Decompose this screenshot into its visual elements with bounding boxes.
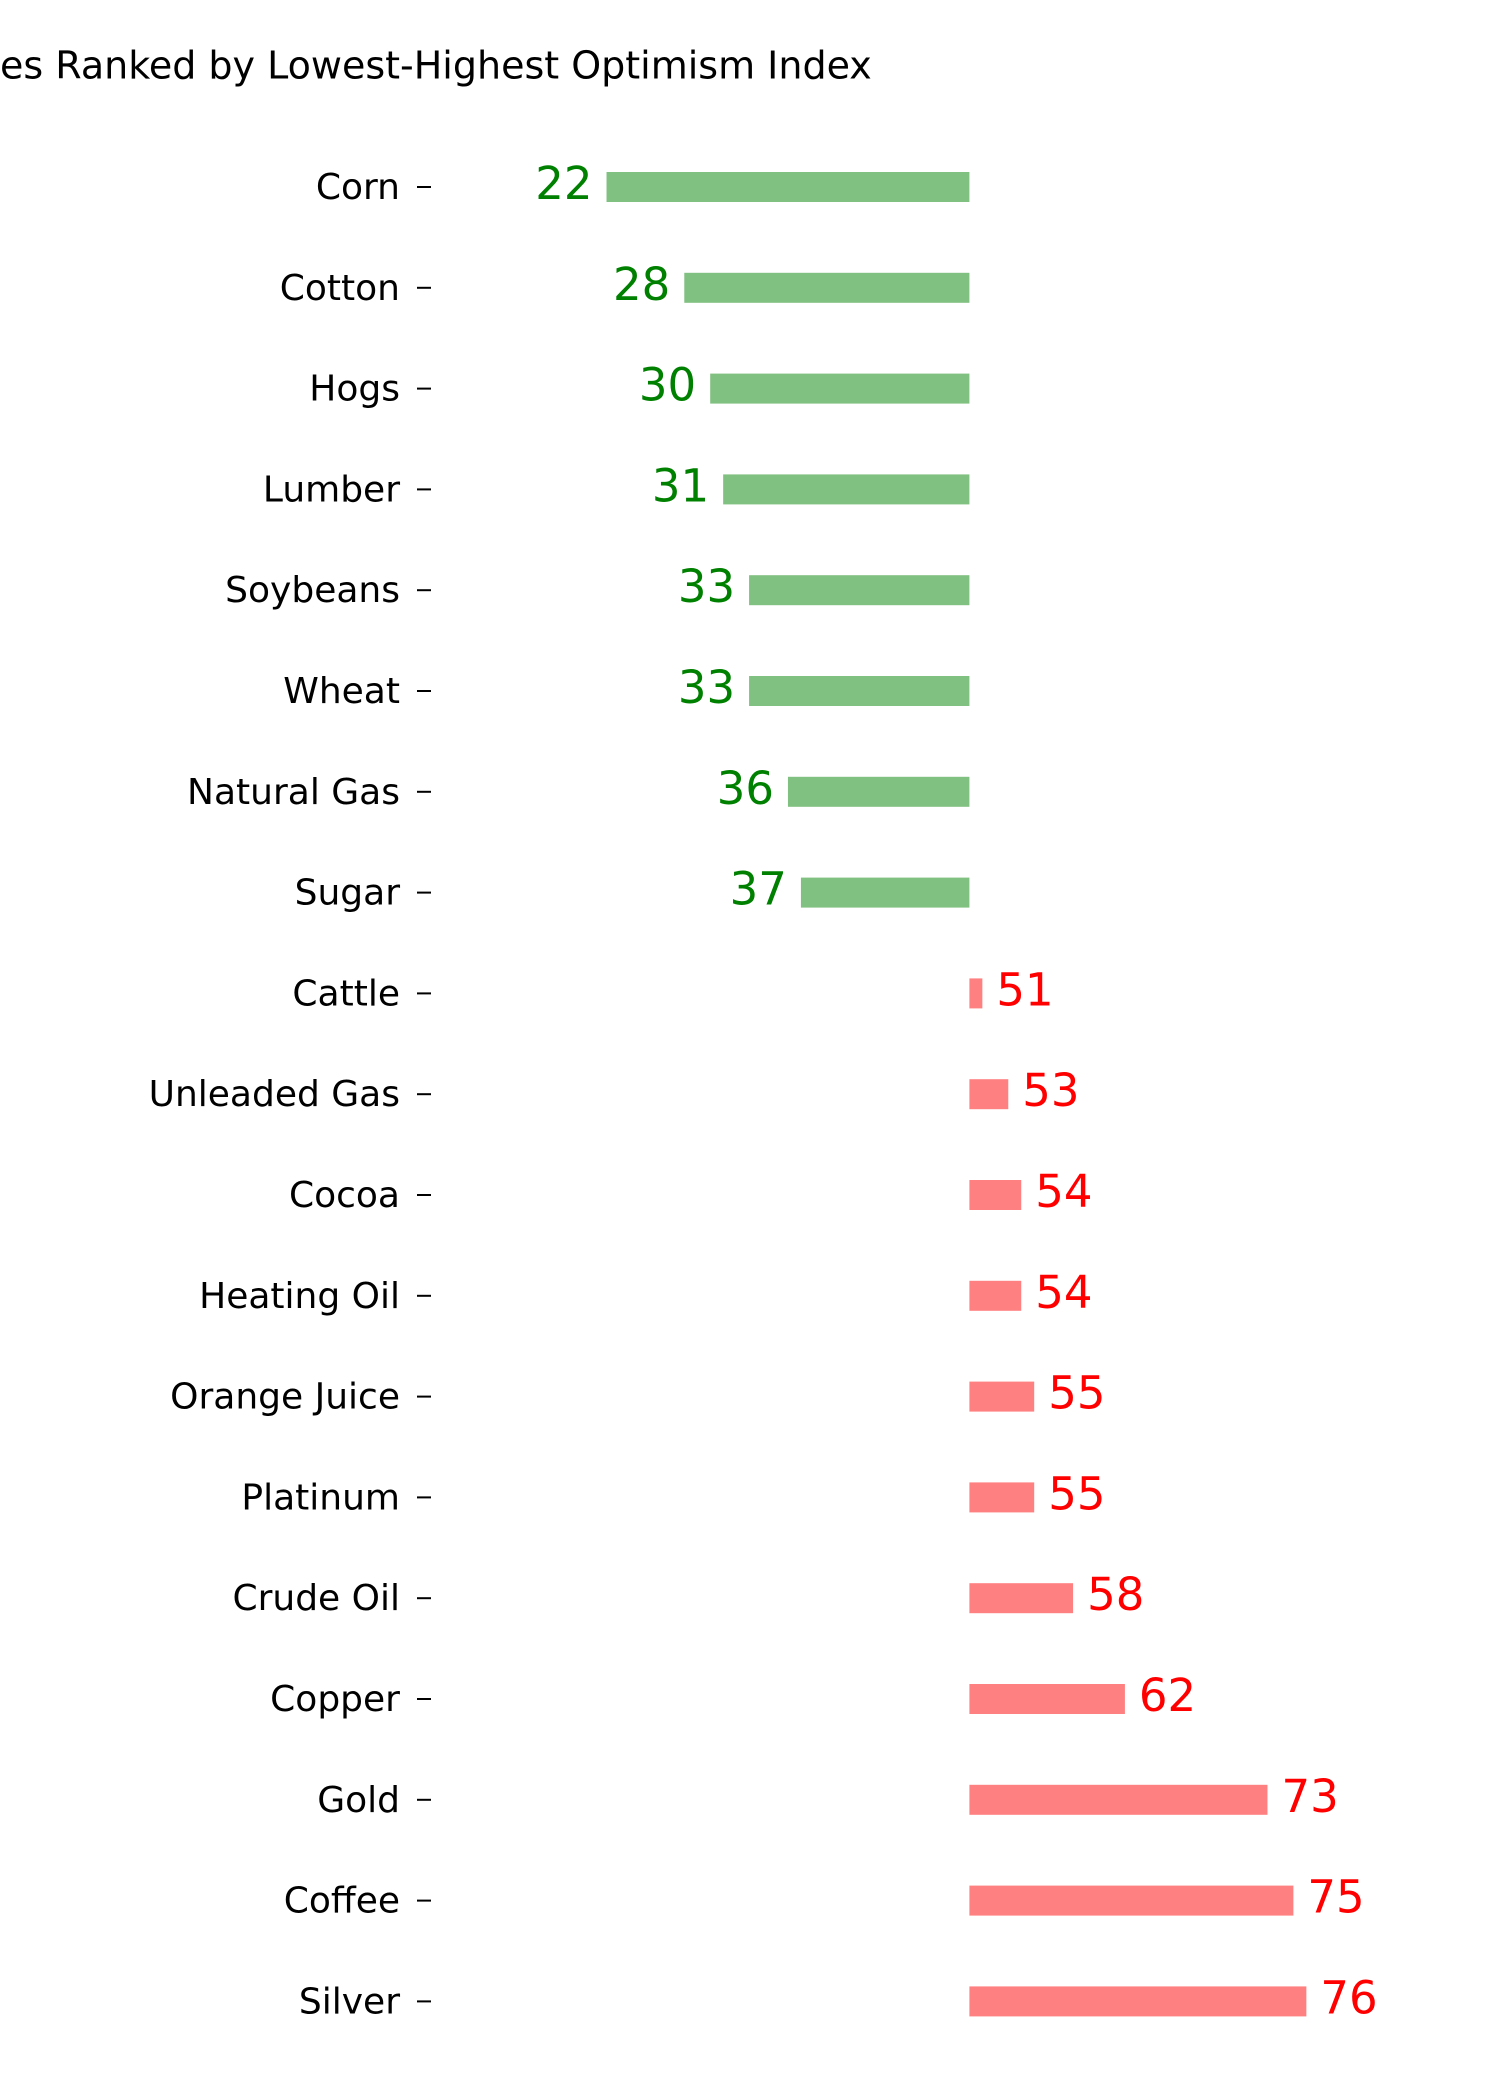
value-label: 37 bbox=[730, 863, 787, 916]
y-tick-label: Cocoa bbox=[289, 1175, 400, 1216]
y-tick-label: Orange Juice bbox=[170, 1377, 400, 1418]
bar bbox=[969, 1482, 1035, 1513]
value-label: 51 bbox=[996, 963, 1053, 1016]
value-label: 58 bbox=[1087, 1568, 1144, 1621]
y-tick-label: Heating Oil bbox=[199, 1276, 400, 1317]
bar bbox=[969, 1986, 1307, 2017]
y-tick-label: Platinum bbox=[241, 1477, 400, 1518]
y-tick-label: Unleaded Gas bbox=[149, 1074, 400, 1115]
bar bbox=[969, 1381, 1035, 1412]
y-tick-label: Hogs bbox=[309, 369, 400, 410]
bar bbox=[684, 272, 970, 303]
bar bbox=[969, 1079, 1009, 1110]
y-tick-label: Natural Gas bbox=[187, 772, 400, 813]
bar bbox=[969, 1684, 1125, 1714]
value-label: 75 bbox=[1307, 1871, 1364, 1924]
bar bbox=[969, 978, 983, 1009]
value-label: 30 bbox=[639, 359, 696, 412]
y-tick-label: Lumber bbox=[263, 469, 400, 510]
value-label: 22 bbox=[535, 157, 592, 210]
bar bbox=[787, 776, 970, 807]
y-tick-label: Cotton bbox=[280, 268, 400, 309]
value-label: 36 bbox=[717, 762, 774, 815]
bar bbox=[969, 1180, 1022, 1210]
value-label: 62 bbox=[1139, 1669, 1196, 1722]
bar bbox=[969, 1885, 1294, 1916]
bar bbox=[969, 1583, 1074, 1614]
y-tick-label: Copper bbox=[270, 1679, 400, 1720]
y-tick-label: Gold bbox=[317, 1780, 400, 1821]
chart-title: es Ranked by Lowest-Highest Optimism Ind… bbox=[0, 44, 872, 88]
y-tick-label: Soybeans bbox=[225, 570, 400, 611]
value-label: 73 bbox=[1281, 1770, 1338, 1823]
value-label: 55 bbox=[1048, 1467, 1105, 1520]
bar bbox=[969, 1784, 1268, 1815]
y-tick-label: Corn bbox=[316, 167, 400, 208]
bar bbox=[723, 474, 970, 505]
value-label: 33 bbox=[678, 560, 735, 613]
value-label: 28 bbox=[613, 258, 670, 311]
bar bbox=[800, 877, 970, 908]
y-tick-label: Silver bbox=[299, 1981, 400, 2022]
bar bbox=[969, 1280, 1022, 1311]
y-tick-label: Cattle bbox=[292, 973, 400, 1014]
value-label: 54 bbox=[1035, 1165, 1092, 1218]
y-tick-label: Coffee bbox=[284, 1881, 400, 1922]
value-label: 33 bbox=[678, 661, 735, 714]
bar bbox=[606, 172, 970, 202]
y-tick-label: Wheat bbox=[283, 671, 400, 712]
y-tick-label: Sugar bbox=[295, 873, 401, 914]
value-label: 31 bbox=[652, 459, 709, 512]
value-label: 54 bbox=[1035, 1266, 1092, 1319]
bar bbox=[749, 676, 970, 706]
value-label: 55 bbox=[1048, 1367, 1105, 1420]
bar bbox=[710, 373, 970, 404]
bar bbox=[749, 575, 970, 606]
value-label: 53 bbox=[1022, 1064, 1079, 1117]
y-tick-label: Crude Oil bbox=[232, 1578, 400, 1619]
value-label: 76 bbox=[1320, 1971, 1377, 2024]
